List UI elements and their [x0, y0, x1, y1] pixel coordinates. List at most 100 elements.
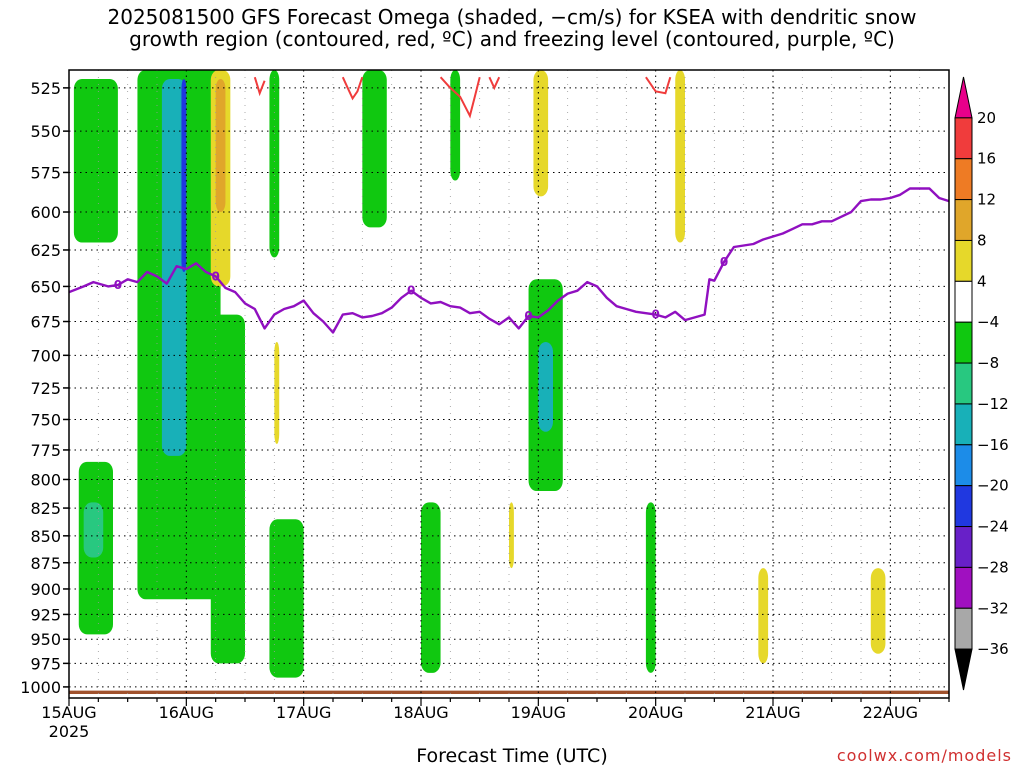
y-tick-label: 900 — [30, 580, 61, 599]
chart-title-line1: 2025081500 GFS Forecast Omega (shaded, −… — [107, 5, 917, 29]
colorbar-bin — [954, 403, 973, 446]
colorbar-bin — [954, 526, 973, 568]
colorbar-label: −20 — [977, 477, 1009, 495]
omega-region-10 — [274, 341, 280, 444]
y-tick-label: 850 — [30, 527, 61, 546]
omega-region-7 — [215, 78, 226, 213]
y-tick-label: 950 — [30, 630, 61, 649]
freezing-level-label: 0 — [720, 255, 728, 269]
colorbar-bin — [954, 117, 973, 160]
x-tick-label: 18AUG — [393, 703, 448, 722]
grid-layer — [68, 70, 949, 698]
colorbar-label: −32 — [977, 599, 1009, 617]
colorbar-bin — [954, 321, 973, 364]
y-tick-label: 775 — [30, 441, 61, 460]
credit-link[interactable]: coolwx.com/models — [836, 746, 1012, 765]
y-tick-label: 925 — [30, 605, 61, 624]
colorbar-bin — [954, 280, 973, 323]
colorbar-bin — [954, 362, 973, 405]
omega-region-8 — [210, 314, 245, 664]
y-tick-label: 750 — [30, 410, 61, 429]
colorbar-bin — [954, 566, 973, 609]
x-year-label: 2025 — [49, 722, 90, 741]
y-tick-label: 550 — [30, 122, 61, 141]
contour-layer: 0 0 0 0 0 0 — [69, 76, 949, 334]
omega-region-0 — [73, 78, 118, 243]
colorbar-bin — [954, 444, 973, 487]
y-tick-label: 825 — [30, 499, 61, 518]
colorbar-label: −28 — [977, 558, 1009, 576]
dgz-contour-2 — [439, 76, 481, 119]
freezing-level-contour — [69, 187, 949, 334]
freezing-level-label: 0 — [524, 309, 532, 323]
freezing-level-label: 0 — [407, 284, 415, 298]
colorbar-bin — [954, 239, 973, 282]
y-tick-label: 675 — [30, 313, 61, 332]
x-tick-label: 15AUG — [41, 703, 96, 722]
omega-region-14 — [450, 70, 461, 181]
colorbar-label: −36 — [977, 640, 1009, 658]
omega-region-18 — [533, 70, 549, 197]
omega-region-11 — [269, 519, 304, 678]
y-tick-label: 625 — [30, 241, 61, 260]
chart-title-line2: growth region (contoured, red, ºC) and f… — [129, 27, 895, 51]
omega-region-12 — [362, 70, 387, 228]
y-tick-label: 575 — [30, 163, 61, 182]
colorbar-label: −8 — [977, 354, 999, 372]
y-axis: 525 550 575 600 625 650 675 700 725 750 775 800 825 8… — [20, 79, 69, 697]
y-tick-label: 525 — [30, 79, 61, 98]
omega-region-21 — [758, 568, 769, 664]
dgz-contour-4 — [645, 76, 672, 95]
omega-region-2 — [83, 502, 104, 558]
x-tick-label: 22AUG — [863, 703, 918, 722]
colorbar-label: −16 — [977, 436, 1009, 454]
colorbar-label: −4 — [977, 313, 999, 331]
colorbar-label: 8 — [977, 231, 987, 249]
y-tick-label: 650 — [30, 277, 61, 296]
colorbar-bottom-triangle — [954, 648, 973, 691]
terrain-band — [69, 690, 949, 694]
freezing-level-label: 0 — [211, 269, 219, 283]
colorbar-bin — [954, 485, 973, 528]
omega-region-4 — [161, 78, 187, 456]
colorbar-label: −12 — [977, 395, 1009, 413]
omega-region-9 — [269, 70, 280, 258]
colorbar-label: −24 — [977, 518, 1009, 536]
y-tick-label: 725 — [30, 379, 61, 398]
y-tick-label: 700 — [30, 346, 61, 365]
omega-shading-layer — [69, 70, 949, 694]
omega-region-17 — [538, 341, 553, 432]
y-tick-label: 1000 — [20, 678, 61, 697]
x-axis-title: Forecast Time (UTC) — [416, 745, 608, 767]
colorbar-bin — [954, 607, 973, 650]
omega-region-19 — [645, 502, 656, 673]
dgz-contour-1 — [341, 76, 364, 101]
x-tick-label: 21AUG — [745, 703, 800, 722]
colorbar-top-triangle — [954, 76, 973, 119]
omega-region-15 — [509, 502, 514, 569]
colorbar-label: 16 — [977, 150, 996, 168]
chart-title: 2025081500 GFS Forecast Omega (shaded, −… — [0, 6, 1024, 50]
x-tick-label: 19AUG — [511, 703, 566, 722]
dgz-contour-0 — [253, 76, 266, 97]
colorbar-bin — [954, 199, 973, 241]
omega-region-13 — [421, 502, 441, 673]
colorbar-bin — [954, 158, 973, 201]
dgz-contour-3 — [488, 76, 501, 91]
y-tick-label: 975 — [30, 654, 61, 673]
y-tick-label: 600 — [30, 203, 61, 222]
omega-region-5 — [181, 78, 187, 273]
y-tick-label: 800 — [30, 470, 61, 489]
colorbar-label: 20 — [977, 109, 996, 127]
colorbar-label: 4 — [977, 272, 987, 290]
colorbar-label: 12 — [977, 191, 996, 209]
x-tick-label: 20AUG — [628, 703, 683, 722]
x-tick-label: 17AUG — [276, 703, 331, 722]
colorbar: 20 16 12 8 4 −4 −8 −12 −16 −20 −24 −28 −32 −36 — [954, 76, 1009, 691]
omega-region-20 — [675, 70, 685, 243]
freezing-level-label: 0 — [114, 278, 122, 292]
x-axis: 15AUG 16AUG 17AUG 18AUG 19AUG 20AUG 21AUG 22AUG… — [41, 698, 950, 741]
omega-region-22 — [870, 568, 886, 654]
y-tick-label: 875 — [30, 554, 61, 573]
